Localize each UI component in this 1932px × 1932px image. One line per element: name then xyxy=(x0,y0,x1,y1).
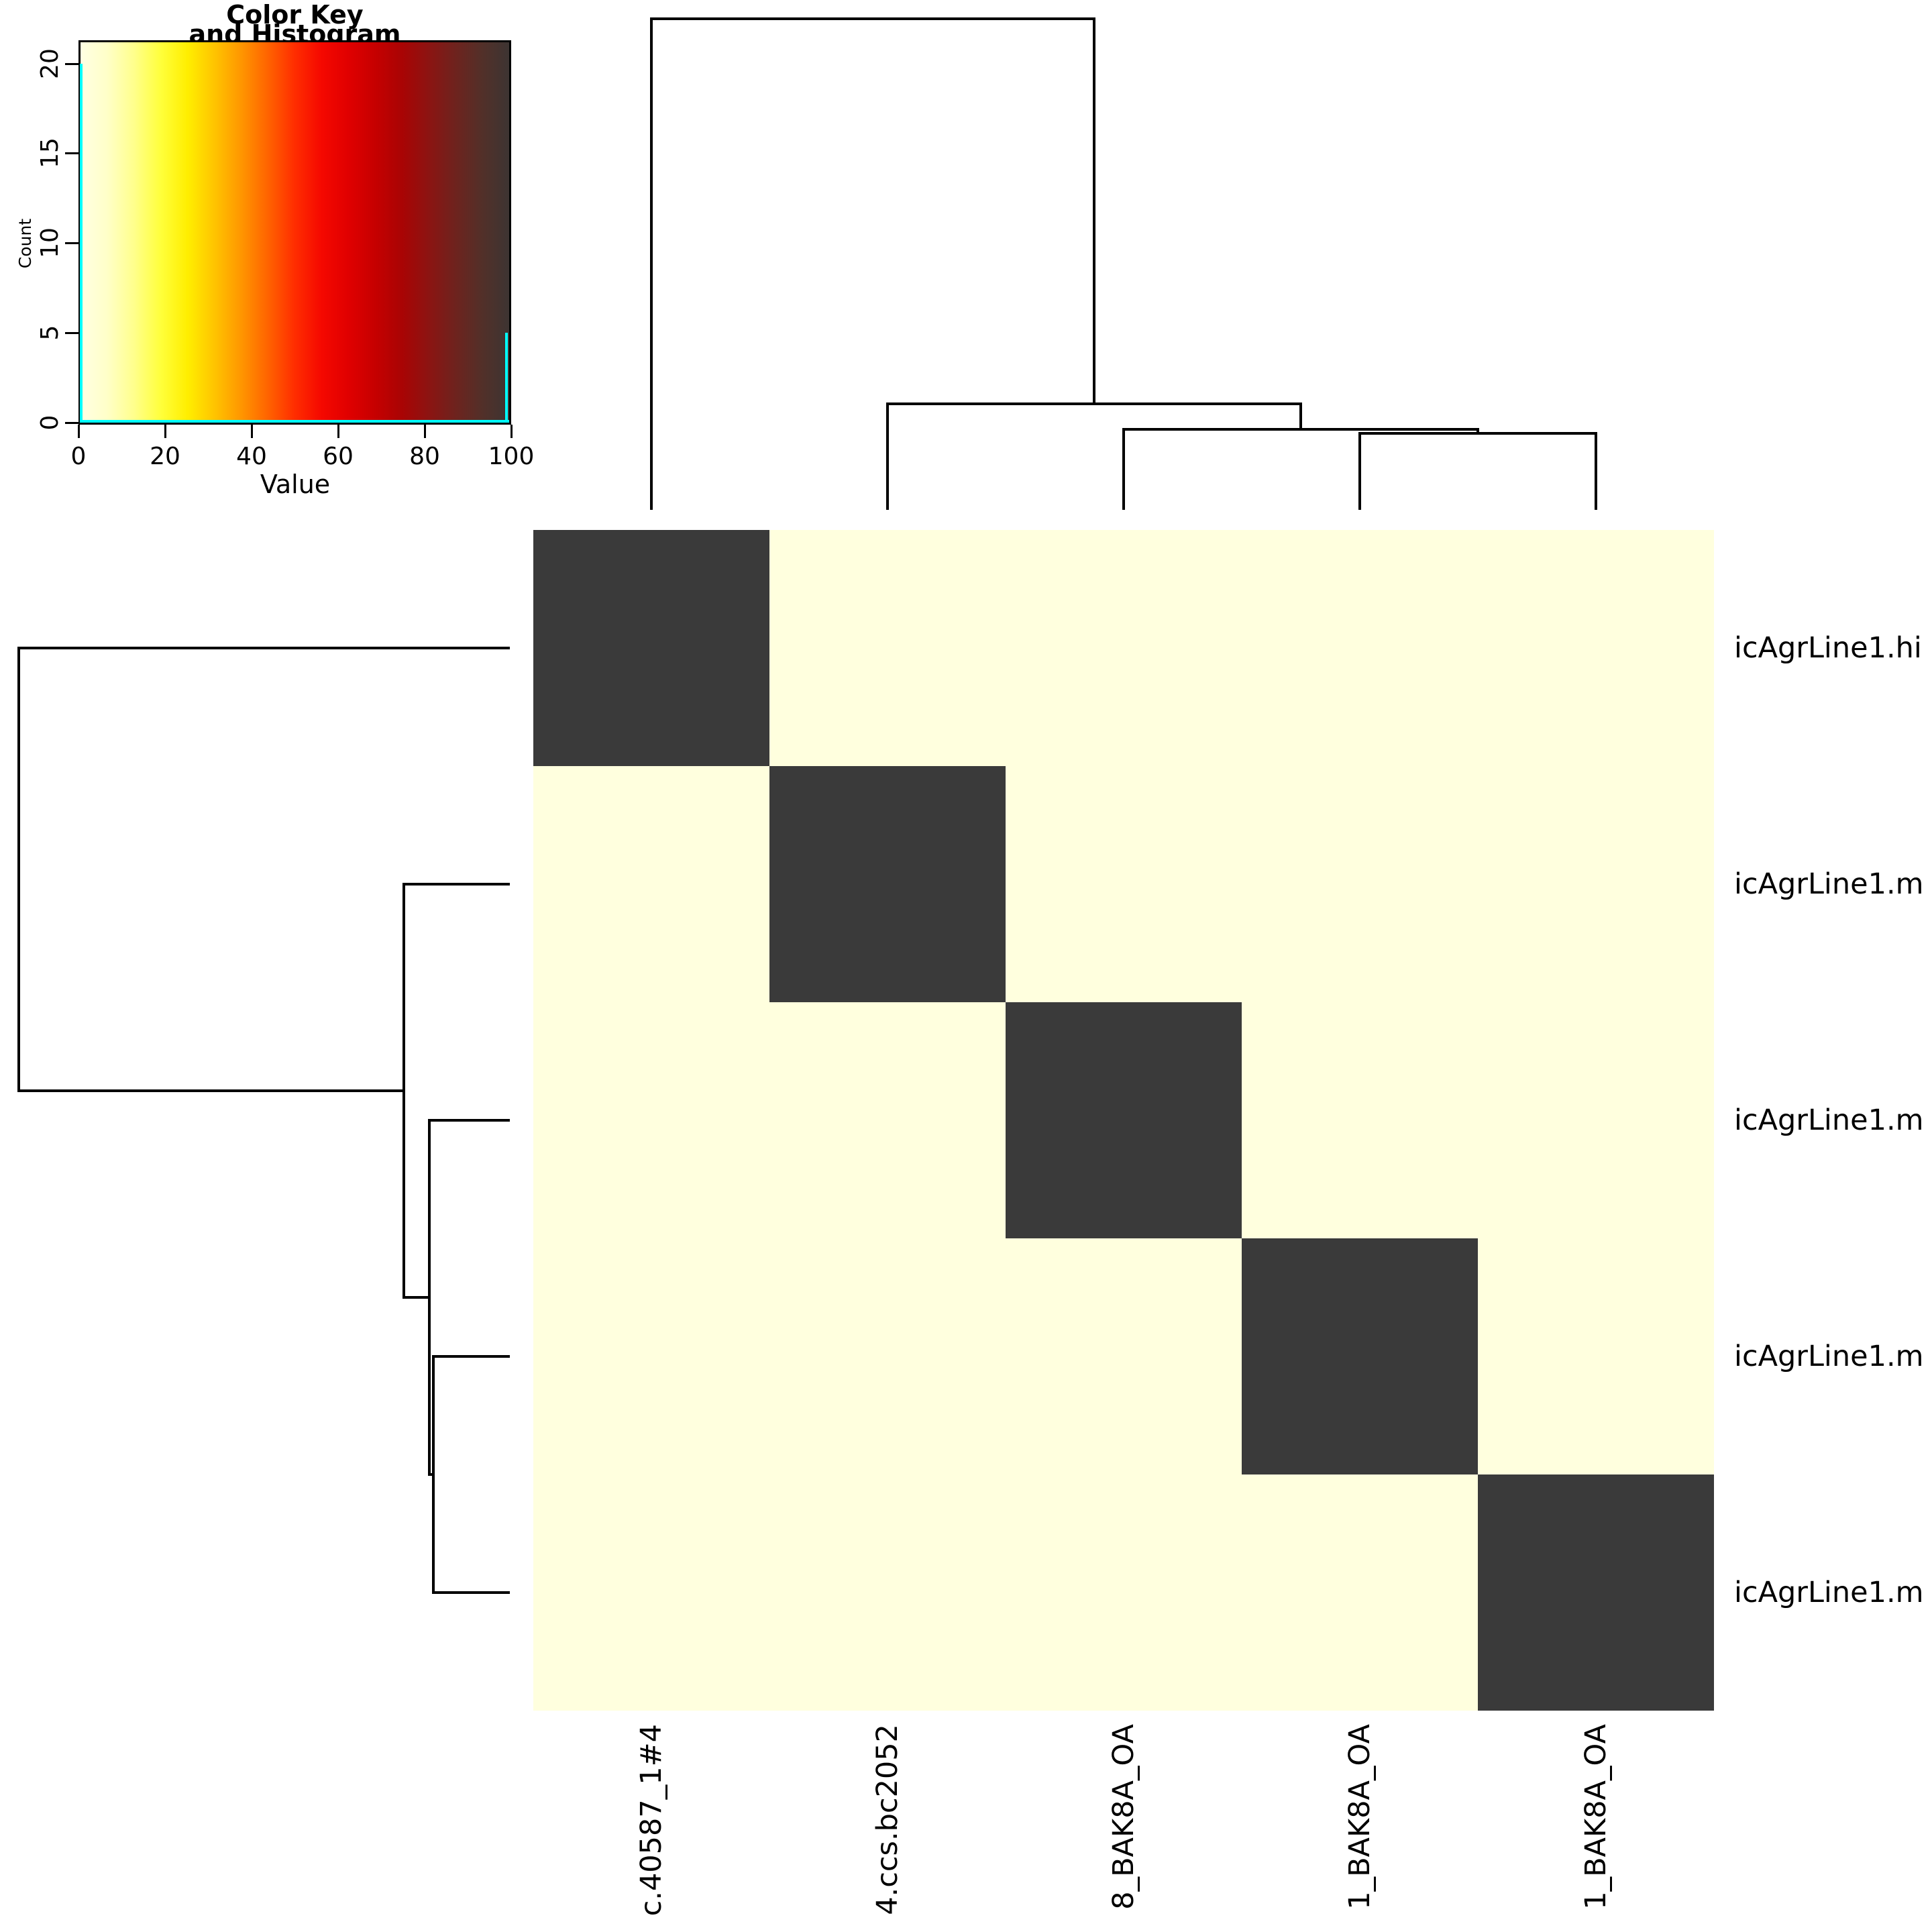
x-tick-label: 40 xyxy=(236,443,267,470)
y-tick-mark xyxy=(65,422,78,424)
heatmap-cell xyxy=(1242,1474,1478,1711)
column-dendrogram xyxy=(650,17,1597,510)
heatmap-matrix xyxy=(533,530,1714,1711)
column-label: c.40587_1#4 xyxy=(634,1724,669,1932)
heatmap-cell xyxy=(1242,530,1478,766)
heatmap-cell xyxy=(1006,766,1242,1002)
y-tick-mark xyxy=(65,152,78,154)
x-tick-label: 80 xyxy=(409,443,440,470)
column-label-text: c.40587_1#4 xyxy=(635,1724,668,1917)
column-label-text: 8_BAK8A_OA xyxy=(1107,1724,1140,1910)
x-tick-label: 60 xyxy=(323,443,354,470)
heatmap-cell xyxy=(1242,766,1478,1002)
column-label: 8_BAK8A_OA xyxy=(1106,1724,1141,1932)
heatmap-cell xyxy=(1478,1002,1714,1238)
x-tick-mark xyxy=(164,425,166,438)
histogram-trace-right xyxy=(505,333,508,423)
x-tick-mark xyxy=(424,425,426,438)
heatmap-cell xyxy=(533,1238,769,1474)
heatmap-cell xyxy=(533,766,769,1002)
heatmap-cell xyxy=(533,530,769,766)
row-label: icAgrLine1.m xyxy=(1734,1576,1924,1609)
histogram-trace-bottom xyxy=(80,420,509,423)
heatmap-cell xyxy=(1006,1474,1242,1711)
row-dendrogram xyxy=(17,647,510,1594)
column-label: 1_BAK8A_OA xyxy=(1342,1724,1377,1932)
row-label: icAgrLine1.m xyxy=(1734,1104,1924,1137)
row-label: icAgrLine1.hi xyxy=(1734,631,1922,665)
column-label-text: 1_BAK8A_OA xyxy=(1579,1724,1613,1910)
y-tick-mark xyxy=(65,332,78,334)
y-tick-mark xyxy=(65,63,78,65)
x-tick-label: 0 xyxy=(70,443,87,470)
heatmap-cell xyxy=(1478,766,1714,1002)
heatmap-cell xyxy=(769,1474,1006,1711)
heatmap-cell xyxy=(1006,1238,1242,1474)
row-label: icAgrLine1.m xyxy=(1734,1340,1924,1373)
color-key-xlabel: Value xyxy=(260,470,331,499)
histogram-trace-left xyxy=(80,64,83,423)
column-label-text: 4.ccs.bc2052 xyxy=(871,1724,904,1915)
color-key-title-line1: Color Key xyxy=(226,0,364,30)
heatmap-cell xyxy=(1478,1474,1714,1711)
heatmap-cell xyxy=(533,1474,769,1711)
x-tick-mark xyxy=(78,425,80,438)
row-label: icAgrLine1.m xyxy=(1734,867,1924,901)
x-tick-mark xyxy=(337,425,339,438)
column-label: 4.ccs.bc2052 xyxy=(870,1724,905,1932)
heatmap-cell xyxy=(769,530,1006,766)
heatmap-cell xyxy=(1242,1238,1478,1474)
color-key-panel: Color Key and Histogram 0 20 40 60 80 100 0 5 10… xyxy=(0,0,537,510)
heatmap-cell xyxy=(1006,1002,1242,1238)
heatmap-cell xyxy=(1242,1002,1478,1238)
heatmap-cell xyxy=(1478,1238,1714,1474)
column-label: 1_BAK8A_OA xyxy=(1578,1724,1613,1932)
heatmap-cell xyxy=(1478,530,1714,766)
heatmap-cell xyxy=(769,1238,1006,1474)
column-label-text: 1_BAK8A_OA xyxy=(1343,1724,1377,1910)
heatmap-cell xyxy=(1006,530,1242,766)
color-key-gradient xyxy=(78,40,511,425)
heatmap-cell xyxy=(769,1002,1006,1238)
y-tick-mark xyxy=(65,242,78,244)
x-tick-mark xyxy=(511,425,513,438)
x-tick-label: 100 xyxy=(488,443,535,470)
heatmap-cell xyxy=(533,1002,769,1238)
x-tick-mark xyxy=(251,425,253,438)
heatmap-cell xyxy=(769,766,1006,1002)
x-tick-label: 20 xyxy=(150,443,180,470)
